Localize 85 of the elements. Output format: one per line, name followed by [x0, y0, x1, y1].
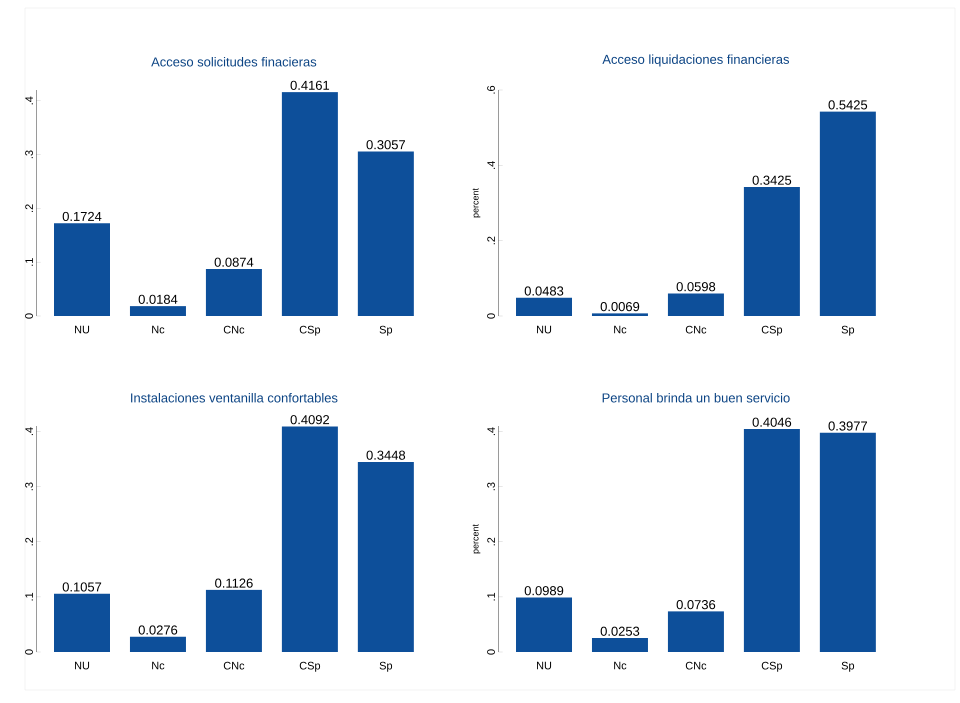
y-tick-label: .4 — [487, 427, 495, 436]
data-label: 0.5425 — [828, 100, 868, 110]
data-label: 0.0184 — [138, 294, 178, 304]
x-tick-label: Nc — [152, 662, 164, 670]
y-tick-label: .2 — [487, 538, 495, 546]
data-label: 0.1126 — [215, 578, 253, 588]
x-tick-label: CNc — [224, 326, 244, 334]
data-label: 0.3057 — [366, 140, 405, 150]
data-label: 0.0276 — [138, 625, 178, 635]
data-label: 0.0598 — [676, 282, 716, 292]
bar — [206, 268, 262, 316]
y-tick-label: .4 — [25, 96, 33, 104]
bar — [744, 186, 800, 316]
x-tick-label: NU — [537, 326, 552, 334]
bar — [206, 590, 262, 652]
chart-title: Personal brinda un buen servicio — [602, 392, 790, 402]
x-tick-label: Sp — [380, 326, 392, 336]
bar — [592, 313, 648, 316]
y-tick-label: .3 — [487, 482, 495, 490]
bar — [282, 426, 338, 652]
data-label: 0.4161 — [290, 80, 330, 90]
bar — [820, 432, 876, 652]
bar — [820, 112, 876, 316]
y-tick-label: 0 — [487, 649, 495, 655]
y-tick-label: .4 — [25, 427, 33, 436]
chart-title: Acceso liquidaciones financieras — [602, 54, 790, 67]
x-tick-label: CSp — [300, 662, 320, 672]
data-label: 0.1057 — [62, 582, 102, 592]
x-tick-label: NU — [537, 662, 552, 670]
y-tick-label: .6 — [487, 86, 495, 94]
x-tick-label: CNc — [224, 662, 244, 670]
y-tick-label: 0 — [487, 313, 495, 319]
bar — [282, 92, 338, 316]
data-label: 0.3448 — [366, 450, 406, 460]
x-tick-label: Sp — [842, 662, 854, 672]
x-tick-label: Sp — [842, 326, 854, 336]
y-tick-label: .2 — [25, 204, 33, 212]
y-tick-label: .3 — [25, 482, 33, 490]
data-label: 0.4046 — [752, 418, 792, 427]
bar — [592, 638, 648, 652]
data-label: 0.4092 — [290, 415, 330, 424]
data-label: 0.3977 — [828, 421, 867, 431]
data-label: 0.0069 — [600, 302, 640, 312]
x-tick-label: CSp — [300, 326, 320, 336]
x-tick-label: Nc — [614, 662, 626, 670]
data-label: 0.1724 — [62, 212, 102, 222]
x-tick-label: CNc — [686, 662, 706, 670]
y-axis-title: percent — [472, 188, 480, 218]
bar — [130, 306, 186, 316]
bar — [516, 597, 572, 652]
y-tick-label: 0 — [25, 649, 33, 655]
x-tick-label: NU — [74, 326, 90, 334]
y-tick-label: 0 — [25, 313, 33, 319]
chart-title: Acceso solicitudes finacieras — [151, 56, 316, 66]
data-label: 0.0483 — [524, 286, 564, 296]
bar — [744, 428, 800, 652]
y-tick-label: .1 — [25, 592, 33, 600]
x-tick-label: Nc — [152, 326, 164, 334]
y-tick-label: .2 — [487, 236, 495, 244]
bar — [130, 636, 186, 652]
x-tick-label: CSp — [762, 662, 782, 672]
x-tick-label: NU — [74, 662, 90, 670]
y-tick-label: .2 — [25, 538, 33, 546]
bar — [668, 293, 724, 316]
y-tick-label: .1 — [25, 258, 33, 266]
data-label: 0.0253 — [600, 626, 640, 636]
chart-title: Instalaciones ventanilla confortables — [131, 392, 338, 402]
data-label: 0.0989 — [524, 586, 564, 596]
x-tick-label: Nc — [614, 326, 626, 334]
y-axis-title: percent — [472, 524, 480, 554]
bar — [668, 611, 724, 652]
bar — [54, 594, 110, 652]
data-label: 0.0736 — [676, 600, 716, 610]
bar — [54, 223, 110, 316]
bar — [516, 298, 572, 316]
bar — [358, 152, 414, 316]
bar — [358, 462, 414, 652]
y-tick-label: .3 — [25, 150, 33, 158]
x-tick-label: Sp — [380, 662, 392, 672]
x-tick-label: CNc — [686, 326, 706, 334]
y-tick-label: .1 — [487, 592, 495, 600]
x-tick-label: CSp — [762, 326, 782, 336]
data-label: 0.0874 — [214, 258, 254, 267]
data-label: 0.3425 — [752, 176, 792, 185]
y-tick-label: .4 — [487, 161, 495, 169]
